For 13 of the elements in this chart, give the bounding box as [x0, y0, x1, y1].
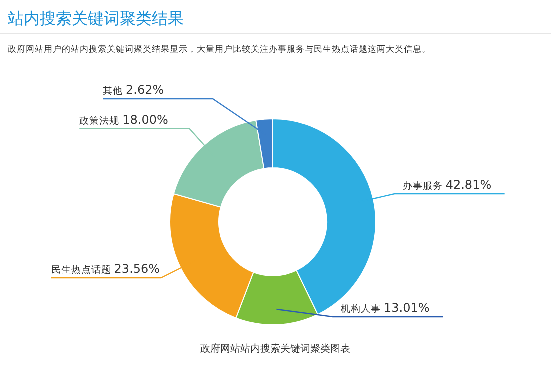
slice-label: 民生热点话题: [51, 264, 114, 276]
data-label: 18.00%: [122, 112, 168, 127]
data-label: 2.62%: [126, 83, 164, 97]
data-label: 13.01%: [384, 301, 430, 315]
chart-subtitle: 政府网站用户的站内搜索关键词聚类结果显示，大量用户比较关注办事服务与民生热点话题这两大类信息。: [8, 44, 431, 55]
slice-label: 办事服务: [402, 180, 446, 192]
text: 政府网站站内搜索关键词聚类图表: [200, 343, 350, 355]
slice-label: 机构人事: [341, 303, 384, 315]
chart-title: 站内搜索关键词聚类结果: [8, 9, 184, 28]
data-label: 42.81%: [446, 178, 492, 192]
data-label: 23.56%: [114, 262, 160, 276]
slice-label: 政策法规: [80, 114, 123, 127]
slice-label: 其他: [103, 85, 126, 97]
